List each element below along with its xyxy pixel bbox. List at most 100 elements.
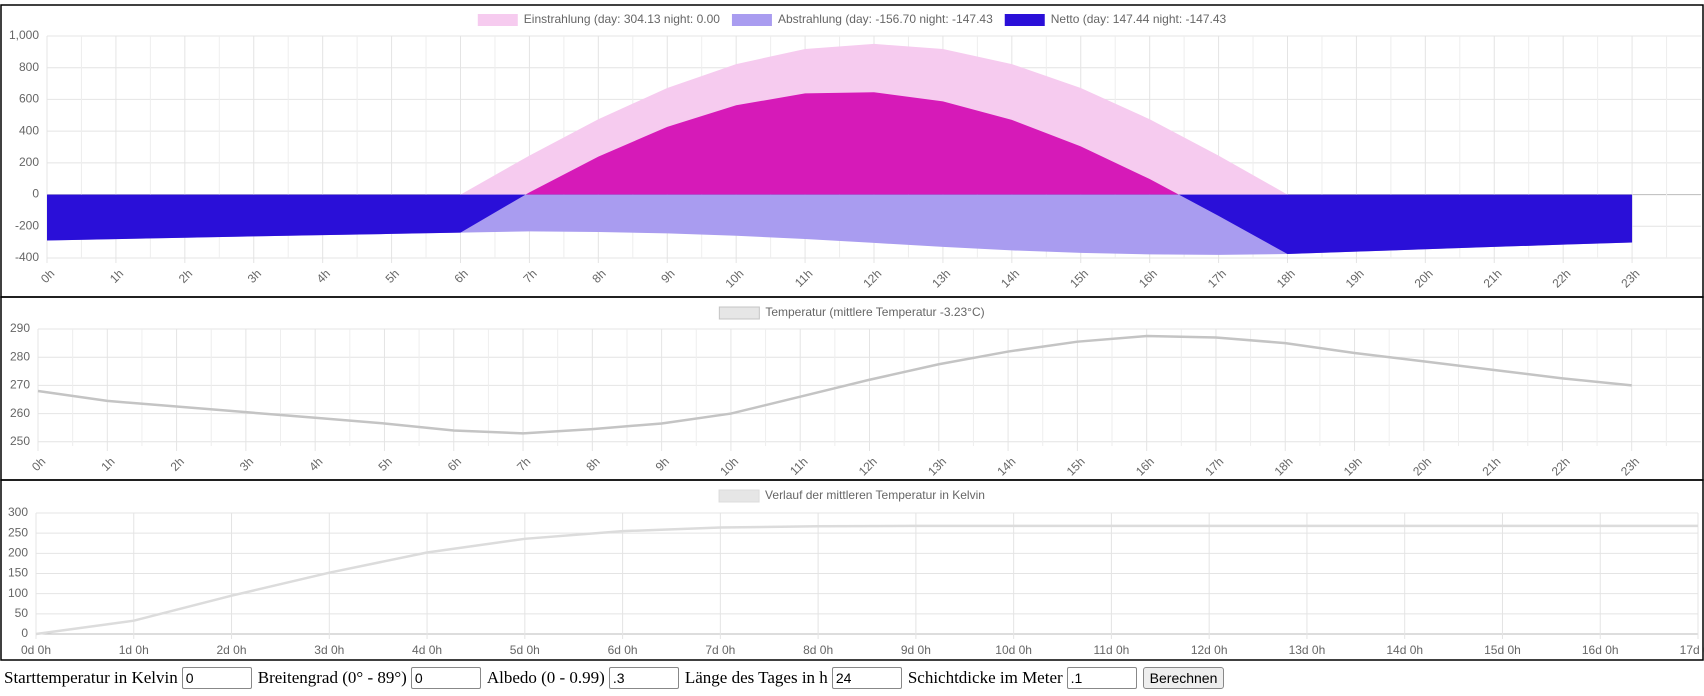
x-tick-label: 12h — [860, 266, 884, 290]
y-tick-label: 0 — [32, 187, 39, 201]
x-tick-label: 9h — [653, 454, 672, 473]
x-tick-label: 17h — [1205, 266, 1229, 290]
x-tick-label: 16d 0h — [1582, 643, 1619, 657]
x-tick-label: 1h — [98, 454, 117, 473]
field-label: Albedo (0 - 0.99) — [486, 668, 605, 687]
line — [37, 334, 1632, 435]
y-tick-label: 260 — [10, 406, 30, 420]
x-tick-label: 5h — [375, 454, 394, 473]
field-input[interactable] — [181, 667, 252, 689]
x-tick-label: 21h — [1481, 266, 1505, 290]
x-tick-label: 12h — [856, 454, 880, 478]
y-tick-label: 200 — [8, 546, 28, 560]
legend: Temperatur (mittlere Temperatur -3.23°C) — [718, 305, 985, 320]
x-tick-label: 18h — [1272, 454, 1296, 478]
field-label: Starttemperatur in Kelvin — [4, 668, 178, 687]
legend-swatch — [718, 489, 760, 503]
y-tick-label: 150 — [8, 566, 28, 580]
form: Starttemperatur in Kelvin Breitengrad (0°… — [4, 667, 1225, 689]
field-input[interactable] — [831, 667, 902, 689]
x-tick-label: 4h — [314, 266, 333, 285]
x-tick-label: 14h — [998, 266, 1022, 290]
legend-swatch — [718, 306, 760, 320]
x-tick-label: 4d 0h — [412, 643, 442, 657]
x-tick-label: 2d 0h — [217, 643, 247, 657]
y-tick-label: 1,000 — [9, 28, 39, 42]
legend: Einstrahlung (day: 304.13 night: 0.00 Abs… — [477, 12, 1227, 26]
x-tick-label: 19h — [1343, 266, 1367, 290]
x-tick-label: 15h — [1064, 454, 1088, 478]
y-tick-label: 270 — [10, 378, 30, 392]
x-tick-label: 8h — [589, 266, 608, 285]
x-tick-label: 22h — [1549, 266, 1573, 290]
field-label: Länge des Tages in h — [684, 668, 828, 687]
x-tick-label: 7d 0h — [705, 643, 735, 657]
x-tick-label: 10h — [717, 454, 741, 478]
x-tick-label: 12d 0h — [1191, 643, 1228, 657]
x-tick-label: 15d 0h — [1484, 643, 1521, 657]
field-input[interactable] — [608, 667, 679, 689]
y-tick-label: 400 — [19, 123, 39, 137]
x-tick-label: 23h — [1618, 454, 1642, 478]
x-tick-label: 13h — [929, 266, 953, 290]
x-tick-label: 3d 0h — [314, 643, 344, 657]
x-tick-label: 8d 0h — [803, 643, 833, 657]
x-tick-label: 19h — [1341, 454, 1365, 478]
x-tick-label: 6d 0h — [608, 643, 638, 657]
y-tick-label: 600 — [19, 92, 39, 106]
x-tick-label: 1h — [107, 266, 126, 285]
x-tick-label: 23h — [1618, 266, 1642, 290]
field-input[interactable] — [1066, 667, 1137, 689]
x-tick-label: 13h — [925, 454, 949, 478]
x-tick-label: 5h — [383, 266, 402, 285]
x-tick-label: 14h — [994, 454, 1018, 478]
x-tick-label: 4h — [306, 454, 325, 473]
x-tick-label: 13d 0h — [1289, 643, 1326, 657]
y-tick-label: 300 — [8, 505, 28, 519]
y-tick-label: 290 — [10, 321, 30, 335]
x-tick-label: 0h — [38, 266, 57, 285]
x-tick-label: 7h — [514, 454, 533, 473]
submit-button[interactable]: Berechnen — [1142, 667, 1225, 689]
legend-swatch — [731, 14, 772, 26]
legend: Verlauf der mittleren Temperatur in Kelv… — [718, 488, 985, 503]
chart-frame — [0, 479, 1704, 661]
line — [35, 524, 1698, 636]
x-tick-label: 9d 0h — [901, 643, 931, 657]
x-tick-label: 10h — [722, 266, 746, 290]
field-label: Schichtdicke im Meter — [907, 668, 1063, 687]
x-tick-label: 10d 0h — [995, 643, 1032, 657]
legend-label: Netto (day: 147.44 night: -147.43 — [1051, 12, 1227, 26]
x-tick-label: 3h — [237, 454, 256, 473]
x-tick-label: 9h — [658, 266, 677, 285]
field-input[interactable] — [410, 667, 481, 689]
y-tick-label: 800 — [19, 60, 39, 74]
field-label: Breitengrad (0° - 89°) — [257, 668, 407, 687]
x-tick-label: 14d 0h — [1386, 643, 1423, 657]
x-tick-label: 6h — [445, 454, 464, 473]
charts: -400 -200 0 200 400 600 800 1,000 0h 1h 2h 3h 4h 5h 6h… — [0, 4, 1704, 661]
area — [47, 92, 1633, 255]
y-tick-label: -400 — [15, 250, 39, 264]
legend-swatch — [1004, 14, 1045, 26]
x-tick-label: 15h — [1067, 266, 1091, 290]
y-tick-label: -200 — [15, 218, 39, 232]
legend-label: Verlauf der mittleren Temperatur in Kelv… — [765, 488, 985, 502]
chart-frame — [0, 296, 1704, 481]
x-tick-label: 20h — [1412, 266, 1436, 290]
x-tick-label: 16h — [1133, 454, 1157, 478]
x-tick-label: 2h — [168, 454, 187, 473]
x-tick-label: 11d 0h — [1094, 643, 1130, 657]
x-tick-label: 2h — [176, 266, 195, 285]
legend-label: Temperatur (mittlere Temperatur -3.23°C) — [765, 305, 984, 319]
x-tick-label: 17h — [1202, 454, 1226, 478]
y-tick-label: 50 — [15, 606, 29, 620]
x-tick-label: 22h — [1549, 454, 1573, 478]
y-tick-label: 250 — [8, 525, 28, 539]
legend-label: Einstrahlung (day: 304.13 night: 0.00 — [524, 12, 720, 26]
legend-label: Abstrahlung (day: -156.70 night: -147.43 — [778, 12, 993, 26]
legend-swatch — [477, 14, 518, 26]
y-tick-label: 250 — [10, 434, 30, 448]
y-tick-label: 280 — [10, 349, 30, 363]
